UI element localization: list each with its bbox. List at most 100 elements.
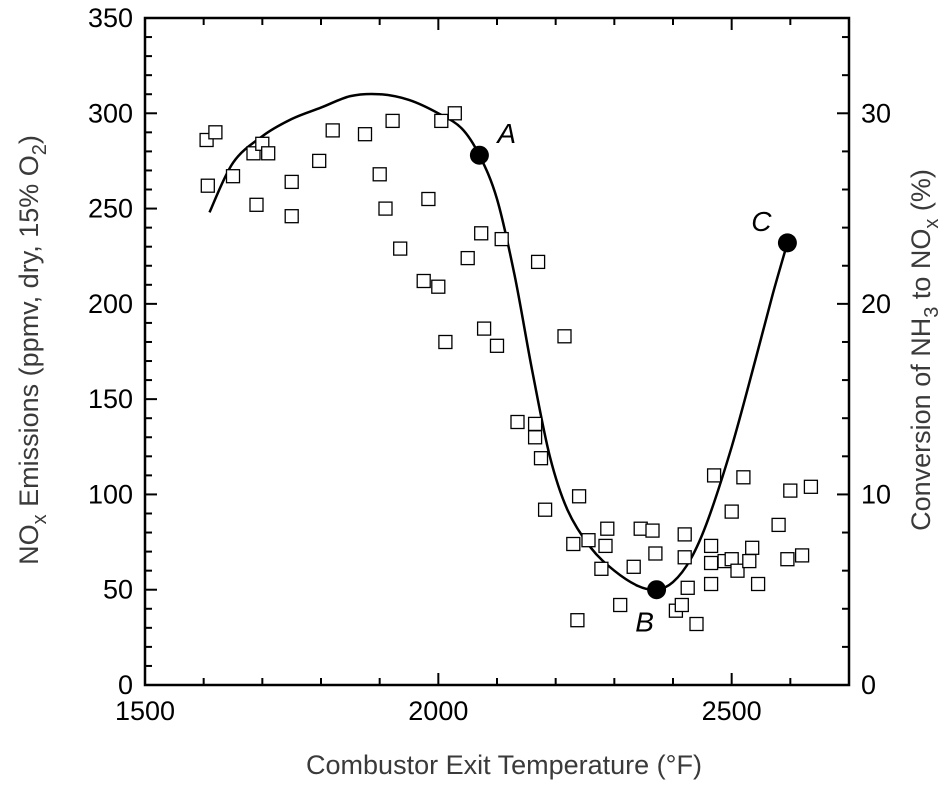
key-points: A B C bbox=[469, 118, 797, 638]
scatter-point bbox=[783, 483, 798, 498]
y2-title-sub1: 3 bbox=[921, 307, 942, 318]
scatter-point bbox=[489, 338, 505, 353]
scatter-point bbox=[780, 552, 795, 567]
y-tick-label: 50 bbox=[103, 575, 133, 605]
x-tick-label: 2000 bbox=[408, 696, 468, 726]
scatter-point bbox=[706, 468, 722, 483]
scatter-point bbox=[476, 321, 492, 336]
scatter-point bbox=[571, 489, 587, 504]
y2-title-prefix: Conversion of NH bbox=[906, 318, 936, 531]
scatter-point bbox=[431, 279, 446, 294]
scatter-point bbox=[530, 254, 546, 270]
y2-axis-title: Conversion of NH3 to NOx (%) bbox=[906, 169, 942, 531]
scatter-point bbox=[566, 536, 581, 552]
scatter-point bbox=[372, 167, 387, 182]
scatter-point bbox=[378, 201, 393, 216]
y-tick-label: 0 bbox=[118, 670, 133, 700]
key-point-c bbox=[777, 233, 797, 253]
tick-labels: 1500 2000 2500 0 50 100 150 200 250 300 350 0 10 20 30 bbox=[88, 3, 891, 726]
scatter-point bbox=[557, 329, 572, 344]
scatter-point bbox=[385, 113, 400, 129]
x-tick-label: 2500 bbox=[702, 696, 762, 726]
scatter-point bbox=[510, 414, 525, 430]
y-title-suffix: ) bbox=[14, 135, 44, 144]
y-tick-label: 250 bbox=[88, 194, 133, 224]
scatter-point bbox=[438, 334, 453, 350]
scatter-point bbox=[736, 470, 751, 485]
scatter-point bbox=[494, 231, 509, 247]
y2-title-sub2: x bbox=[921, 219, 942, 229]
scatter-point bbox=[527, 430, 543, 445]
scatter-point bbox=[249, 197, 264, 212]
scatter-point bbox=[325, 123, 340, 138]
scatter-point bbox=[689, 616, 704, 632]
plot-frame bbox=[143, 16, 851, 687]
scatter-point bbox=[225, 169, 241, 184]
y-title-middle: Emissions (ppmv, dry, 15% O bbox=[14, 155, 44, 514]
scatter-point bbox=[645, 523, 660, 538]
scatter-point bbox=[626, 559, 641, 574]
scatter-point bbox=[357, 127, 373, 142]
scatter-markers bbox=[199, 106, 819, 632]
y2-tick-label: 10 bbox=[861, 479, 891, 509]
x-axis-title: Combustor Exit Temperature (°F) bbox=[306, 750, 702, 780]
scatter-point bbox=[745, 540, 760, 555]
key-point-label-b: B bbox=[635, 607, 654, 638]
y-tick-label: 350 bbox=[88, 3, 133, 33]
scatter-point bbox=[474, 226, 489, 241]
y2-tick-label: 20 bbox=[861, 289, 891, 319]
scatter-point bbox=[570, 613, 585, 628]
y-title-sub1: x bbox=[29, 514, 51, 524]
y-tick-label: 100 bbox=[88, 479, 133, 509]
y-tick-label: 200 bbox=[88, 289, 133, 319]
y-tick-label: 150 bbox=[88, 384, 133, 414]
scatter-point bbox=[703, 576, 719, 592]
scatter-point bbox=[674, 597, 689, 613]
key-point-label-c: C bbox=[751, 206, 772, 237]
scatter-point bbox=[537, 502, 553, 517]
scatter-point bbox=[533, 451, 549, 466]
scatter-point bbox=[730, 563, 745, 578]
scatter-point bbox=[794, 548, 810, 563]
scatter-point bbox=[460, 250, 475, 266]
y2-title-suffix: (%) bbox=[906, 169, 936, 219]
fit-curve bbox=[208, 92, 789, 592]
key-point-label-a: A bbox=[495, 118, 516, 149]
scatter-point bbox=[447, 106, 462, 121]
scatter-point bbox=[312, 153, 327, 169]
scatter-point bbox=[434, 113, 449, 129]
y-title-sub2: 2 bbox=[29, 144, 51, 155]
scatter-point bbox=[742, 553, 757, 569]
y-axis-title: NOx Emissions (ppmv, dry, 15% O2) bbox=[14, 135, 51, 565]
scatter-point bbox=[703, 555, 719, 571]
scatter-point bbox=[208, 125, 223, 140]
scatter-point bbox=[416, 273, 431, 289]
y2-tick-label: 30 bbox=[861, 98, 891, 128]
scatter-point bbox=[393, 241, 408, 256]
scatter-point bbox=[613, 597, 628, 613]
scatter-point bbox=[581, 533, 596, 548]
scatter-point bbox=[261, 146, 276, 161]
scatter-point bbox=[703, 538, 719, 554]
scatter-point bbox=[648, 546, 663, 561]
scatter-point bbox=[594, 561, 609, 576]
scatter-point bbox=[284, 174, 299, 190]
scatter-point bbox=[750, 576, 766, 592]
y-tick-label: 300 bbox=[88, 98, 133, 128]
scatter-point bbox=[677, 527, 692, 542]
scatter-point bbox=[600, 521, 615, 536]
scatter-point bbox=[633, 521, 648, 536]
y-title-prefix: NO bbox=[14, 524, 44, 565]
scatter-point bbox=[598, 538, 613, 554]
scatter-point bbox=[421, 191, 436, 207]
key-point-b bbox=[647, 580, 667, 600]
scatter-point bbox=[677, 550, 692, 565]
scatter-point bbox=[284, 209, 299, 224]
scatter-point bbox=[527, 416, 543, 432]
scatter-point bbox=[200, 178, 215, 193]
scatter-point bbox=[724, 504, 739, 519]
key-point-a bbox=[469, 145, 489, 165]
scatter-point bbox=[680, 580, 695, 595]
scatter-point bbox=[771, 517, 786, 533]
